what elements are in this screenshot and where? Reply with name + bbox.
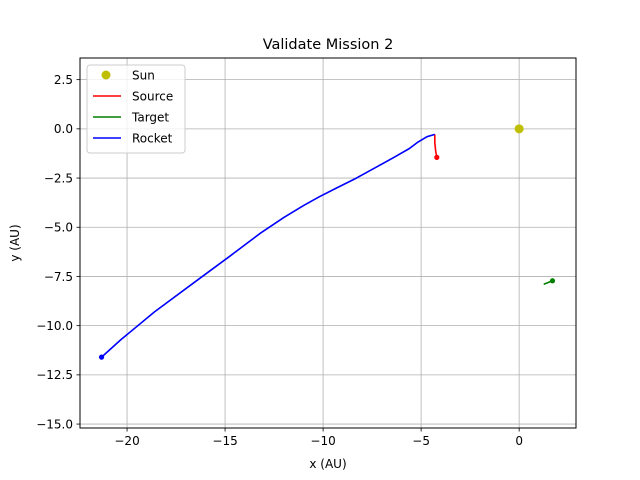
y-tick-label: −7.5 bbox=[44, 270, 73, 284]
legend: Sun Source Target Rocket bbox=[86, 64, 186, 154]
legend-frame bbox=[86, 64, 186, 154]
y-tick-label: −2.5 bbox=[44, 171, 73, 185]
x-axis-label: x (AU) bbox=[309, 457, 346, 471]
y-tick-label: −12.5 bbox=[36, 368, 73, 382]
sun-marker bbox=[514, 124, 524, 134]
legend-target-label: Target bbox=[131, 110, 169, 124]
x-tick-label: 0 bbox=[515, 434, 523, 448]
y-tick-label: −5.0 bbox=[44, 221, 73, 235]
x-tick-label: −5 bbox=[412, 434, 430, 448]
legend-rocket-label: Rocket bbox=[132, 131, 173, 145]
rocket-end-point bbox=[98, 354, 105, 360]
data-series bbox=[98, 124, 556, 360]
legend-sun-label: Sun bbox=[132, 68, 155, 82]
y-axis-label: y (AU) bbox=[8, 224, 22, 261]
rocket-trajectory-line bbox=[101, 133, 436, 358]
grid-lines bbox=[80, 58, 576, 428]
x-tick-label: −15 bbox=[212, 434, 237, 448]
legend-sun-swatch bbox=[101, 70, 111, 80]
y-tick-label: 2.5 bbox=[54, 73, 73, 87]
plot-area-frame bbox=[79, 57, 577, 429]
axis-ticks: −20 −15 −10 −5 0 2.5 0.0 −2.5 −5.0 −7.5 −10.0 −12.5… bbox=[36, 73, 523, 448]
x-tick-label: −20 bbox=[114, 434, 139, 448]
source-end-point bbox=[434, 154, 440, 160]
legend-source-label: Source bbox=[132, 89, 173, 103]
y-tick-label: −15.0 bbox=[36, 417, 73, 431]
source-trajectory-line bbox=[433, 134, 438, 158]
x-tick-label: −10 bbox=[310, 434, 335, 448]
chart-title: Validate Mission 2 bbox=[263, 37, 394, 53]
target-end-point bbox=[549, 278, 556, 284]
y-tick-label: −10.0 bbox=[36, 319, 73, 333]
y-tick-label: 0.0 bbox=[54, 122, 73, 136]
